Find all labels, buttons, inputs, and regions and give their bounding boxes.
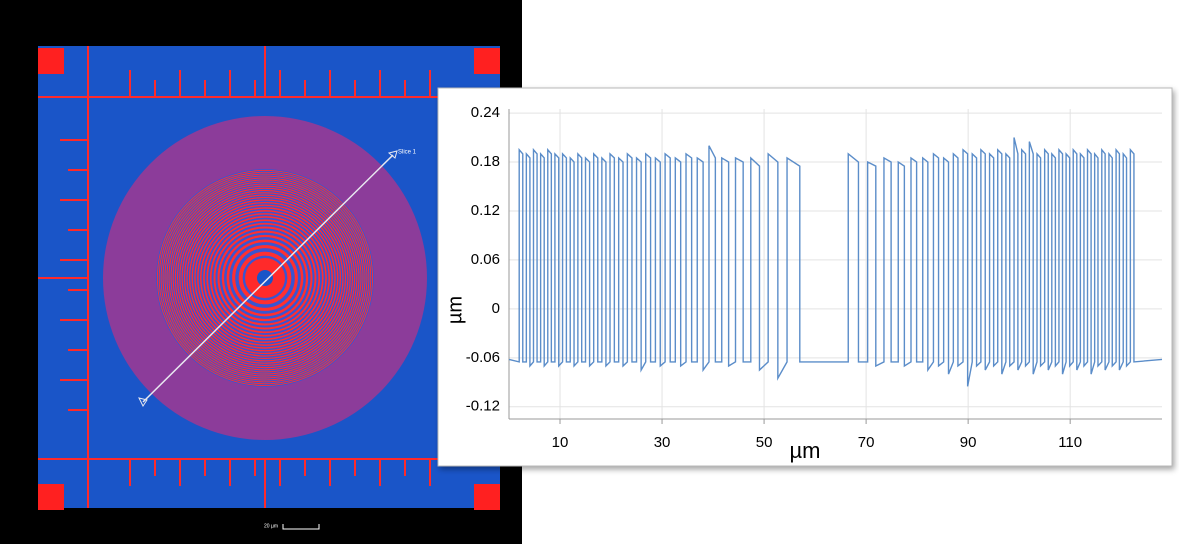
slice-start [138, 397, 148, 407]
profile-chart: µm µm 0.24 0.18 0.12 0.06 0 -0.06 -0.12 10 30 50 7… [444, 104, 1163, 463]
zone-ring [159, 172, 371, 384]
zone-ring [188, 201, 342, 355]
zone-ring [160, 173, 370, 383]
y-tick-label: 0.12 [471, 202, 500, 219]
zone-ring [224, 237, 306, 319]
zone-ring [238, 251, 292, 305]
zone-ring [169, 182, 361, 374]
zone-center [257, 270, 273, 286]
zone-ring [168, 181, 362, 375]
zone-ring [171, 184, 359, 372]
slice-label: Slice 1 [398, 150, 417, 156]
zone-ring [172, 185, 358, 371]
y-tick-label: -0.12 [466, 398, 500, 415]
zone-ring [181, 194, 349, 362]
zone-ring [157, 170, 373, 386]
slice-line [142, 154, 394, 403]
zone-ring [183, 196, 347, 360]
zone-ring [186, 199, 344, 357]
corner-mark [474, 48, 500, 74]
zone-ring [157, 170, 373, 386]
zone-ring [161, 174, 369, 382]
y-tick-label: -0.06 [466, 349, 500, 366]
y-tick-label: 0.18 [471, 153, 500, 170]
x-tick-label: 90 [960, 434, 977, 451]
zone-ring [167, 180, 363, 376]
zone-ring [158, 171, 372, 385]
zone-ring [200, 213, 330, 343]
y-tick-label: 0.24 [471, 104, 500, 121]
zone-ring [163, 176, 367, 380]
zone-ring [211, 224, 319, 332]
zone-ring [229, 242, 301, 314]
zone-ring [215, 228, 315, 328]
zone-ring [208, 221, 322, 335]
zone-ring [206, 219, 324, 337]
scale-bar-label: 20 µm [264, 523, 278, 529]
y-axis-label: µm [444, 296, 466, 324]
slice-end [387, 150, 398, 159]
zone-ring [162, 175, 368, 381]
zone-ring [173, 186, 357, 370]
zone-ring [226, 239, 304, 317]
zone-ring [232, 245, 298, 311]
alignment-marks [38, 46, 500, 508]
y-tick-label: 0 [492, 300, 500, 317]
corner-mark [38, 48, 64, 74]
zone-ring [209, 222, 321, 334]
zone-ring [201, 214, 329, 342]
zone-ring [175, 188, 355, 368]
zone-ring [197, 210, 333, 346]
zone-ring [179, 192, 351, 364]
x-axis-label: µm [789, 438, 820, 463]
zone-ring [191, 204, 339, 352]
zone-ring [165, 178, 365, 378]
zone-ring [221, 234, 309, 322]
x-tick-label: 50 [756, 434, 773, 451]
zone-ring [178, 191, 352, 365]
zone-ring [164, 177, 366, 379]
x-tick-label: 10 [552, 434, 569, 451]
y-tick-label: 0.06 [471, 251, 500, 268]
corner-mark [474, 484, 500, 510]
zone-ring [177, 190, 353, 366]
zone-ring [217, 230, 313, 326]
zone-ring [190, 203, 340, 353]
scale-bar [282, 524, 320, 530]
zone-ring [203, 216, 327, 340]
zone-ring [170, 183, 360, 373]
x-tick-label: 70 [858, 434, 875, 451]
zone-ring [204, 217, 326, 339]
profile-line [508, 137, 1163, 387]
zone-ring [185, 198, 345, 358]
zone-ring [198, 211, 332, 345]
x-tick-label: 110 [1058, 434, 1082, 451]
zone-ring [174, 187, 356, 369]
zone-plate [103, 116, 427, 440]
microscope-image: Slice 1 20 µm [0, 0, 522, 544]
x-tick-label: 30 [654, 434, 671, 451]
zone-ring [192, 205, 338, 351]
zone-ring [180, 193, 350, 363]
corner-mark [38, 484, 64, 510]
zone-ring [235, 248, 295, 308]
zone-ring [182, 195, 348, 361]
zone-ring [213, 226, 317, 330]
zone-ring [195, 208, 335, 348]
zone-ring [166, 179, 364, 377]
zone-ring [194, 207, 336, 349]
zone-ring [187, 200, 343, 356]
zone-ring [219, 232, 311, 324]
zone-ring [156, 169, 374, 387]
